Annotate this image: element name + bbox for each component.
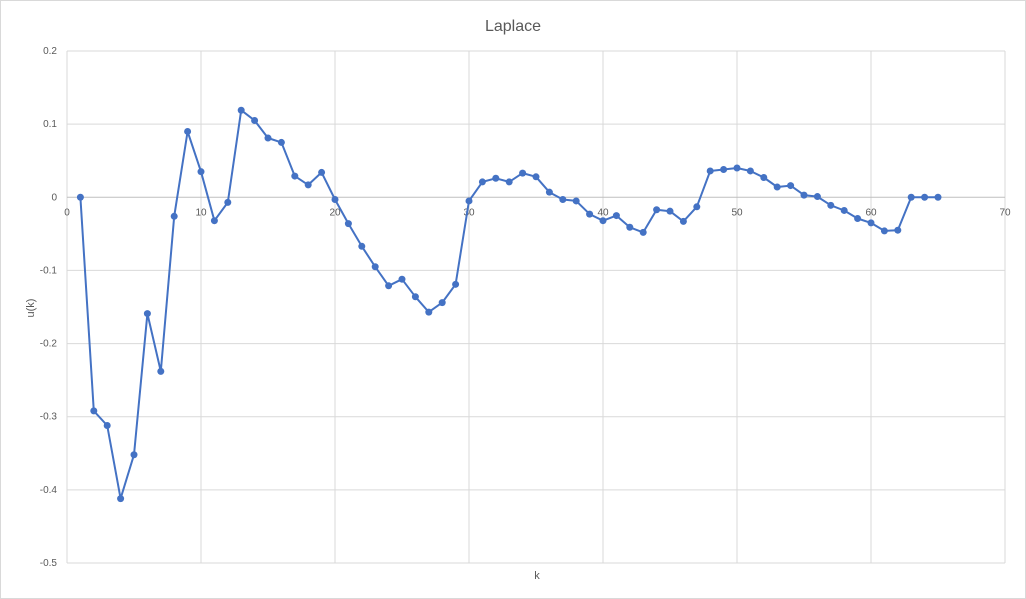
data-point: [773, 183, 781, 191]
data-point: [385, 282, 393, 290]
data-point: [157, 367, 165, 375]
data-point: [800, 191, 808, 199]
data-point: [612, 212, 620, 220]
data-point: [90, 407, 98, 415]
data-point: [358, 242, 366, 250]
x-tick-label: 0: [64, 207, 70, 218]
data-point: [626, 223, 634, 231]
data-point: [465, 197, 473, 205]
data-point: [693, 203, 701, 211]
tick-labels: 0.2 0.1 0 -0.1 -0.2 -0.3 -0.4 -0.5 0 10 20 30 40 50 60…: [40, 46, 1011, 569]
data-point: [143, 310, 151, 318]
x-tick-label: 10: [195, 207, 207, 218]
data-point: [76, 193, 84, 201]
x-tick-label: 30: [463, 207, 475, 218]
data-point: [264, 134, 272, 142]
chart-title: Laplace: [485, 18, 541, 35]
x-tick-label: 70: [999, 207, 1011, 218]
data-point: [371, 263, 379, 271]
y-axis-label: u(k): [25, 299, 37, 318]
data-point: [277, 138, 285, 146]
data-point: [304, 181, 312, 189]
data-point: [840, 206, 848, 214]
x-axis-label: k: [534, 570, 540, 582]
data-point: [184, 127, 192, 135]
y-tick-label: 0.1: [43, 119, 57, 130]
data-point: [599, 217, 607, 225]
data-point: [117, 495, 125, 503]
x-tick-label: 60: [865, 207, 877, 218]
data-point: [639, 228, 647, 236]
data-point: [760, 174, 768, 182]
x-tick-label: 50: [731, 207, 743, 218]
data-point: [666, 207, 674, 215]
data-point: [331, 195, 339, 203]
data-point: [452, 280, 460, 288]
data-point: [572, 197, 580, 205]
x-tick-label: 40: [597, 207, 609, 218]
data-point: [921, 193, 929, 201]
x-tick-label: 20: [329, 207, 341, 218]
data-point: [519, 169, 527, 177]
data-point: [653, 206, 661, 214]
data-point: [706, 167, 714, 175]
data-point: [867, 219, 875, 227]
data-point: [478, 178, 486, 186]
gridlines: [66, 50, 1006, 564]
y-tick-label: -0.3: [40, 412, 58, 423]
data-point: [733, 164, 741, 172]
data-point: [907, 193, 915, 201]
data-point: [438, 299, 446, 307]
data-point: [934, 193, 942, 201]
data-point: [505, 178, 513, 186]
data-point: [197, 168, 205, 176]
data-point: [532, 173, 540, 181]
data-point: [103, 421, 111, 429]
data-point: [492, 174, 500, 182]
data-point: [318, 168, 326, 176]
data-point: [251, 116, 259, 124]
data-point: [237, 106, 245, 114]
y-tick-label: -0.1: [40, 265, 58, 276]
data-point: [344, 220, 352, 228]
data-point: [787, 182, 795, 190]
y-tick-label: -0.5: [40, 558, 58, 569]
data-point: [827, 201, 835, 209]
data-point: [170, 212, 178, 220]
y-tick-label: 0.2: [43, 46, 57, 57]
data-point: [679, 217, 687, 225]
data-point: [559, 195, 567, 203]
data-point: [398, 275, 406, 283]
data-point: [854, 214, 862, 222]
data-point: [880, 227, 888, 235]
y-tick-label: -0.2: [40, 339, 58, 350]
series-layer: [76, 106, 942, 503]
data-point: [130, 451, 138, 459]
y-tick-label: -0.4: [40, 485, 58, 496]
data-point: [894, 226, 902, 234]
data-point: [210, 217, 218, 225]
data-point: [586, 210, 594, 218]
data-point: [545, 188, 553, 196]
data-point: [746, 167, 754, 175]
data-point: [411, 293, 419, 301]
data-point: [425, 308, 433, 316]
data-point: [291, 172, 299, 180]
series-line: [79, 109, 938, 500]
data-point: [720, 165, 728, 173]
y-tick-label: 0: [51, 192, 57, 203]
data-point: [813, 193, 821, 201]
data-point: [224, 198, 232, 206]
